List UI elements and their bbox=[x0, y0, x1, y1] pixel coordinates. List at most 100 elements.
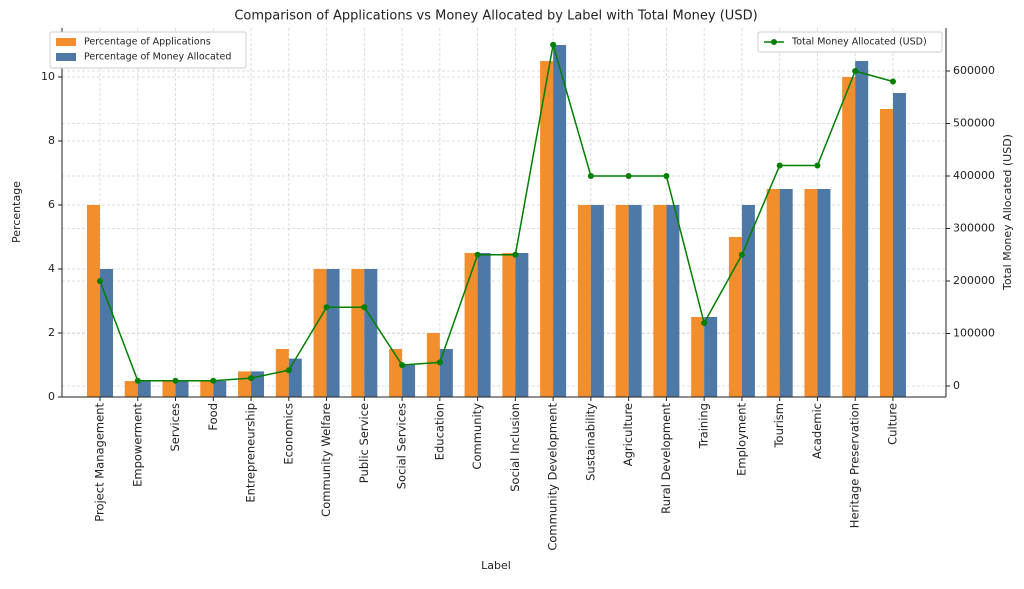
point bbox=[361, 304, 368, 311]
bar bbox=[364, 268, 378, 397]
x-tick-label: Sustainability bbox=[583, 403, 597, 481]
bar bbox=[213, 380, 227, 397]
bar bbox=[879, 108, 893, 397]
bar bbox=[402, 364, 416, 397]
y2-tick-label: 300000 bbox=[953, 222, 995, 235]
x-tick-label: Services bbox=[168, 403, 182, 452]
bar bbox=[464, 252, 478, 397]
y-axis-title: Percentage bbox=[10, 181, 23, 243]
point bbox=[248, 375, 255, 382]
bar bbox=[100, 268, 113, 397]
bar bbox=[439, 348, 453, 397]
x-tick-label: Social Inclusion bbox=[508, 403, 522, 492]
point bbox=[474, 251, 481, 258]
bar bbox=[817, 188, 831, 397]
bar bbox=[275, 348, 289, 397]
x-tick-label: Education bbox=[432, 403, 446, 460]
legend-label: Total Money Allocated (USD) bbox=[791, 37, 927, 48]
y2-tick-label: 100000 bbox=[953, 327, 995, 340]
x-tick-label: Rural Development bbox=[659, 403, 673, 514]
point bbox=[663, 173, 670, 180]
bar bbox=[288, 358, 302, 397]
legend-swatch bbox=[56, 53, 76, 61]
x-tick-label: Heritage Preservation bbox=[848, 403, 862, 528]
point bbox=[587, 173, 594, 180]
bar bbox=[238, 371, 252, 397]
bar bbox=[540, 60, 554, 398]
y2-axis-title: Total Money Allocated (USD) bbox=[1001, 134, 1014, 291]
point bbox=[285, 367, 292, 374]
y2-tick-label: 0 bbox=[953, 379, 960, 392]
bar bbox=[515, 252, 529, 397]
point bbox=[814, 162, 821, 169]
bar bbox=[137, 380, 151, 397]
y-tick-label: 4 bbox=[48, 262, 55, 275]
x-tick-label: Culture bbox=[885, 403, 899, 445]
bar bbox=[766, 188, 780, 397]
point bbox=[512, 251, 519, 258]
point bbox=[738, 251, 745, 258]
y-tick-label: 6 bbox=[48, 198, 55, 211]
x-tick-label: Economics bbox=[281, 403, 295, 465]
bar bbox=[590, 204, 604, 397]
x-tick-label: Tourism bbox=[772, 403, 786, 449]
legend-box bbox=[757, 31, 943, 53]
legend-label: Percentage of Applications bbox=[84, 37, 211, 48]
point bbox=[701, 320, 708, 327]
bar bbox=[426, 332, 440, 397]
bar bbox=[326, 268, 340, 397]
y2-tick-label: 600000 bbox=[953, 64, 995, 77]
x-tick-label: Community bbox=[470, 403, 484, 470]
legend: Total Money Allocated (USD) bbox=[757, 31, 943, 53]
legend-box bbox=[49, 31, 247, 69]
bar bbox=[741, 204, 755, 397]
point bbox=[134, 377, 141, 384]
legend-swatch bbox=[771, 39, 777, 45]
point bbox=[436, 359, 443, 366]
bar bbox=[87, 204, 100, 397]
x-tick-label: Food bbox=[206, 403, 220, 431]
bar bbox=[162, 380, 176, 397]
point bbox=[852, 68, 859, 75]
bar bbox=[653, 204, 667, 397]
x-tick-label: Social Services bbox=[395, 403, 409, 489]
point bbox=[776, 162, 783, 169]
x-tick-label: Community Welfare bbox=[319, 403, 333, 517]
bar bbox=[892, 92, 906, 397]
x-tick-label: Entrepreneurship bbox=[244, 403, 258, 503]
x-tick-label: Project Management bbox=[93, 403, 107, 522]
bar bbox=[666, 204, 680, 397]
point bbox=[889, 78, 896, 85]
y2-tick-label: 500000 bbox=[953, 117, 995, 130]
y-tick-label: 0 bbox=[48, 390, 55, 403]
x-tick-label: Community Development bbox=[546, 403, 560, 551]
x-tick-label: Training bbox=[697, 403, 711, 449]
bar bbox=[628, 204, 642, 397]
point bbox=[172, 377, 179, 384]
x-axis-title: Label bbox=[481, 559, 511, 572]
bar bbox=[553, 44, 567, 397]
y-tick-label: 8 bbox=[48, 134, 55, 147]
chart-title: Comparison of Applications vs Money Allo… bbox=[234, 9, 757, 24]
point bbox=[399, 362, 406, 369]
y-tick-label: 10 bbox=[41, 70, 55, 83]
bar bbox=[691, 316, 705, 397]
x-tick-label: Agriculture bbox=[621, 403, 635, 466]
x-tick-label: Employment bbox=[734, 403, 748, 476]
bar bbox=[124, 380, 138, 397]
bar bbox=[779, 188, 793, 397]
y2-tick-label: 400000 bbox=[953, 169, 995, 182]
point bbox=[323, 304, 330, 311]
legend: Percentage of Applications Percentage of … bbox=[49, 31, 247, 69]
point bbox=[97, 278, 103, 285]
line bbox=[99, 44, 894, 382]
point bbox=[625, 173, 632, 180]
bar bbox=[313, 268, 327, 397]
bar bbox=[855, 60, 869, 398]
bar bbox=[200, 380, 214, 397]
y-tick-label: 2 bbox=[48, 326, 55, 339]
bar bbox=[502, 252, 516, 397]
y2-tick-label: 200000 bbox=[953, 274, 995, 287]
point bbox=[550, 41, 557, 48]
